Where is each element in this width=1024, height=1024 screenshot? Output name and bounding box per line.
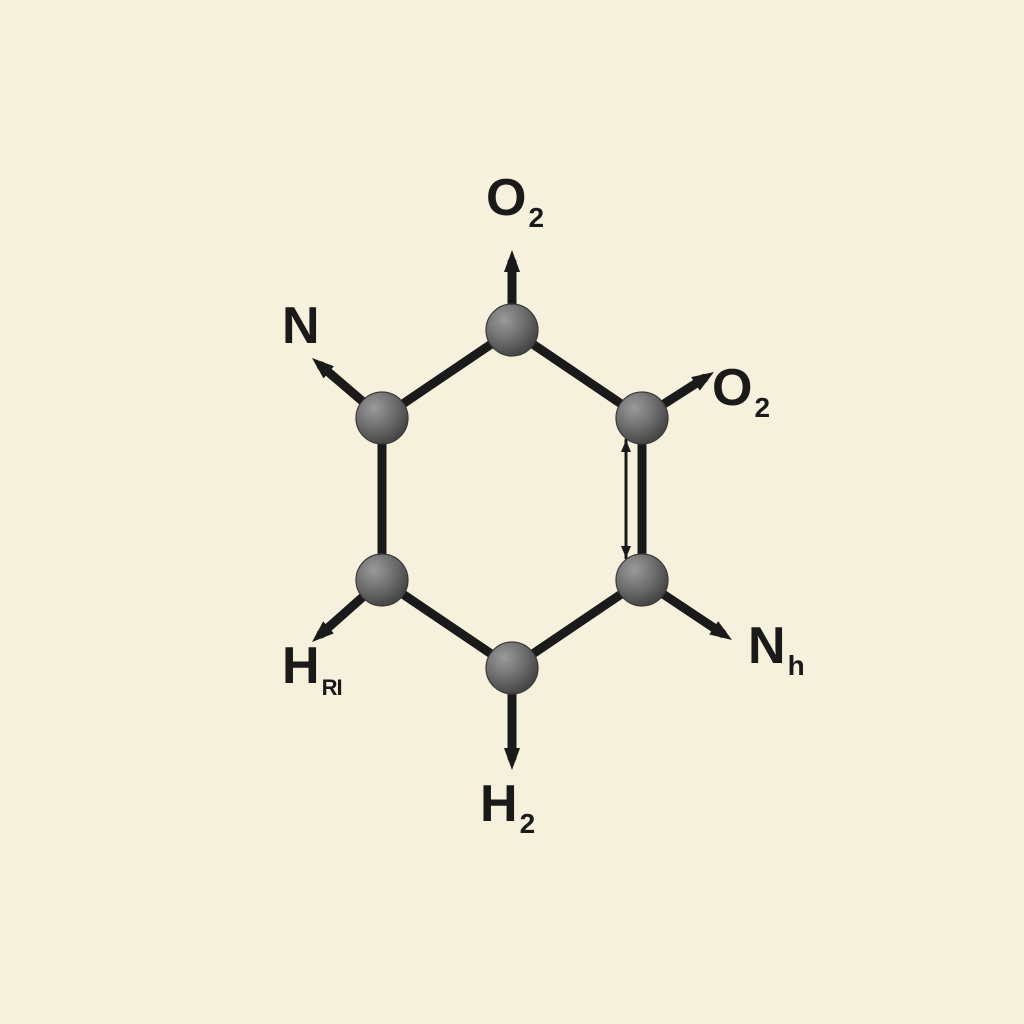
label-sub: RI	[322, 675, 342, 700]
label-main: H	[480, 775, 518, 833]
label-main: O	[712, 359, 752, 417]
label-main: N	[282, 297, 320, 355]
label-N_h: Nh	[748, 620, 805, 672]
label-N_left: N	[282, 300, 320, 352]
label-sub: 2	[754, 392, 770, 423]
label-O2_right: O2	[712, 362, 770, 414]
molecule-diagram: O2O2NHRINhH2	[0, 0, 1024, 1024]
label-H_RI: HRI	[282, 640, 342, 692]
molecule-svg	[0, 0, 1024, 1024]
atom-upper_left	[356, 392, 408, 444]
label-sub: h	[788, 650, 805, 681]
atom-upper_right	[616, 392, 668, 444]
label-sub: 2	[520, 808, 536, 839]
label-H2_bot: H2	[480, 778, 535, 830]
label-main: O	[486, 169, 526, 227]
label-O2_top: O2	[486, 172, 544, 224]
atom-bottom	[486, 642, 538, 694]
atoms-layer	[356, 304, 668, 694]
label-main: H	[282, 637, 320, 695]
atom-lower_right	[616, 554, 668, 606]
atom-top	[486, 304, 538, 356]
label-sub: 2	[528, 202, 544, 233]
label-main: N	[748, 617, 786, 675]
atom-lower_left	[356, 554, 408, 606]
